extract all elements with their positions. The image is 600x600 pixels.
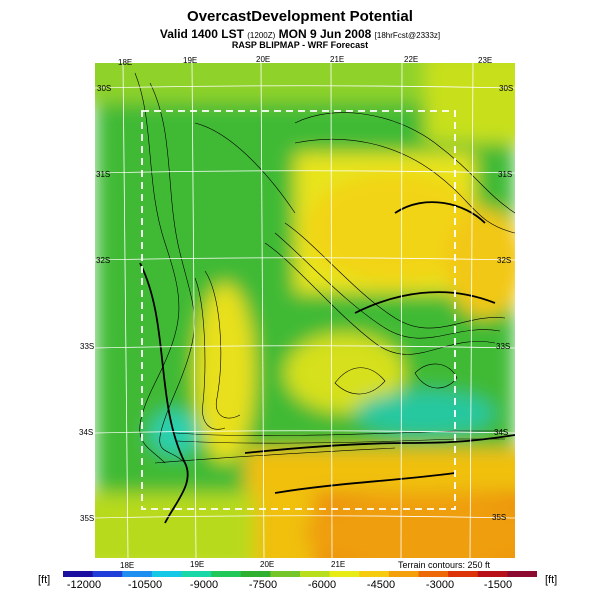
lon-label-bottom: 19E: [190, 560, 205, 569]
colorbar-swatch: [418, 571, 449, 577]
lat-label-left: 31S: [96, 170, 111, 179]
colorbar-tick: -4500: [366, 579, 396, 591]
terrain-contour-note: Terrain contours: 250 ft: [398, 560, 491, 570]
lat-label-left: 35S: [80, 514, 95, 523]
lat-label-right: 32S: [497, 256, 512, 265]
colorbar-swatch: [477, 571, 508, 577]
lon-label-bottom: 21E: [331, 560, 346, 569]
lon-label-bottom: 18E: [120, 561, 135, 570]
lat-label-right: 34S: [494, 428, 509, 437]
colorbar-swatch: [388, 571, 420, 577]
lon-label-top: 21E: [330, 55, 345, 64]
colorbar: [63, 571, 537, 577]
lat-label-right: 33S: [496, 342, 511, 351]
forecast-map: [95, 63, 515, 558]
colorbar-unit-left: [ft]: [38, 574, 51, 586]
lat-label-left: 34S: [79, 428, 94, 437]
lat-label-left: 33S: [80, 342, 95, 351]
colorbar-swatch: [270, 571, 301, 577]
colorbar-swatch: [359, 571, 390, 577]
lon-label-top: 20E: [256, 55, 271, 64]
colorbar-swatch: [211, 571, 242, 577]
colorbar-tick: -7500: [248, 579, 278, 591]
lat-label-left: 30S: [97, 84, 112, 93]
lon-label-top: 23E: [478, 56, 493, 65]
colorbar-swatch: [63, 571, 94, 577]
colorbar-unit-right: [ft]: [545, 574, 558, 586]
valid-time: Valid 1400 LST: [159, 27, 244, 41]
graticule: [95, 63, 515, 558]
map-field: [95, 63, 515, 558]
colorbar-swatch: [92, 571, 123, 577]
colorbar-tick: -1500: [483, 579, 513, 591]
colorbar-tick: -3000: [425, 579, 455, 591]
colorbar-swatch: [181, 571, 212, 577]
lat-label-right: 35S: [492, 513, 507, 522]
lat-label-left: 32S: [96, 256, 111, 265]
forecast-date: MON 9 Jun 2008: [278, 27, 372, 41]
page-title: OvercastDevelopment Potential: [187, 8, 413, 25]
colorbar-tick: -9000: [189, 579, 219, 591]
lon-label-top: 19E: [183, 56, 198, 65]
utc-time: (1200Z): [247, 31, 276, 40]
forecast-run: [18hrFcst@2333z]: [374, 31, 441, 40]
colorbar-swatch: [507, 571, 537, 577]
colorbar-swatch: [300, 571, 331, 577]
colorbar-tick: -12000: [66, 579, 102, 591]
colorbar-swatch: [329, 571, 360, 577]
lon-label-top: 18E: [118, 58, 133, 67]
terrain-contours-major: [139, 201, 515, 524]
source-label: RASP BLIPMAP - WRF Forecast: [231, 40, 369, 50]
colorbar-swatch: [122, 571, 153, 577]
lat-label-right: 30S: [499, 84, 514, 93]
colorbar-swatch: [448, 571, 479, 577]
lon-label-bottom: 20E: [260, 560, 275, 569]
inner-domain-box: [141, 110, 456, 510]
colorbar-tick: -6000: [307, 579, 337, 591]
colorbar-tick: -10500: [127, 579, 163, 591]
colorbar-swatch: [240, 571, 271, 577]
lon-label-top: 22E: [404, 55, 419, 64]
colorbar-swatch: [151, 571, 183, 577]
lat-label-right: 31S: [498, 170, 513, 179]
valid-time-line: Valid 1400 LST (1200Z) MON 9 Jun 2008 [1…: [0, 27, 600, 41]
